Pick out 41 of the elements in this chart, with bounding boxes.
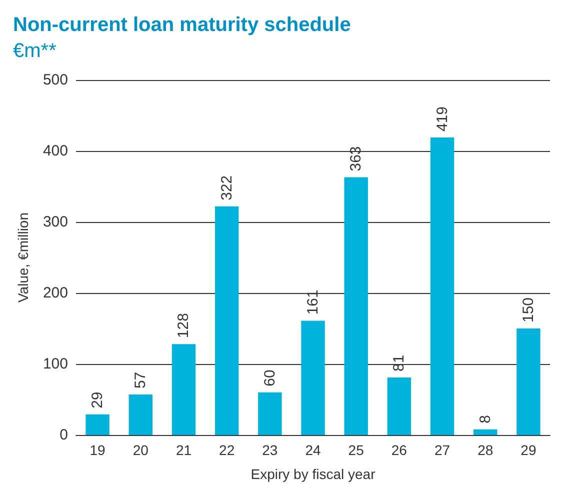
data-label: 8 bbox=[476, 414, 494, 424]
data-label: 150 bbox=[520, 297, 537, 322]
x-tick-label: 28 bbox=[478, 442, 494, 458]
data-label: 57 bbox=[132, 372, 150, 389]
y-tick-label: 100 bbox=[42, 356, 68, 372]
data-label: 29 bbox=[89, 392, 106, 408]
x-tick-label: 22 bbox=[219, 442, 235, 458]
bar bbox=[258, 392, 282, 435]
x-tick-label: 19 bbox=[90, 442, 106, 458]
data-label: 128 bbox=[175, 313, 192, 338]
y-tick-label: 0 bbox=[60, 426, 68, 444]
y-axis-title: Value, €million bbox=[15, 212, 31, 303]
x-tick-label: 26 bbox=[391, 442, 408, 458]
bar bbox=[214, 206, 239, 435]
x-axis-title: Expiry by fiscal year bbox=[250, 466, 376, 482]
bar bbox=[387, 377, 412, 435]
bar bbox=[516, 328, 540, 435]
bar bbox=[430, 138, 454, 435]
bar bbox=[301, 320, 325, 435]
x-tick-label: 23 bbox=[262, 442, 278, 458]
y-tick-label: 400 bbox=[42, 142, 68, 160]
x-tick-label: 25 bbox=[348, 442, 364, 458]
data-label: 322 bbox=[218, 175, 236, 200]
data-label: 363 bbox=[348, 146, 365, 172]
data-label: 60 bbox=[261, 370, 278, 386]
bar bbox=[172, 344, 196, 435]
x-tick-label: 29 bbox=[520, 442, 536, 458]
x-tick-label: 24 bbox=[305, 442, 321, 458]
bar bbox=[86, 414, 110, 435]
chart-title: Non-current loan maturity schedule bbox=[13, 14, 351, 36]
bar bbox=[344, 177, 368, 435]
x-tick-label: 21 bbox=[176, 442, 192, 458]
y-tick-label: 200 bbox=[42, 284, 68, 302]
data-label: 419 bbox=[434, 106, 451, 132]
y-tick-label: 300 bbox=[42, 214, 68, 230]
x-tick-label: 27 bbox=[434, 442, 450, 458]
bar bbox=[128, 394, 152, 435]
bar bbox=[474, 429, 498, 435]
y-tick-label: 500 bbox=[42, 72, 68, 88]
chart-subtitle: €m** bbox=[13, 40, 57, 62]
x-tick-label: 20 bbox=[132, 442, 149, 458]
